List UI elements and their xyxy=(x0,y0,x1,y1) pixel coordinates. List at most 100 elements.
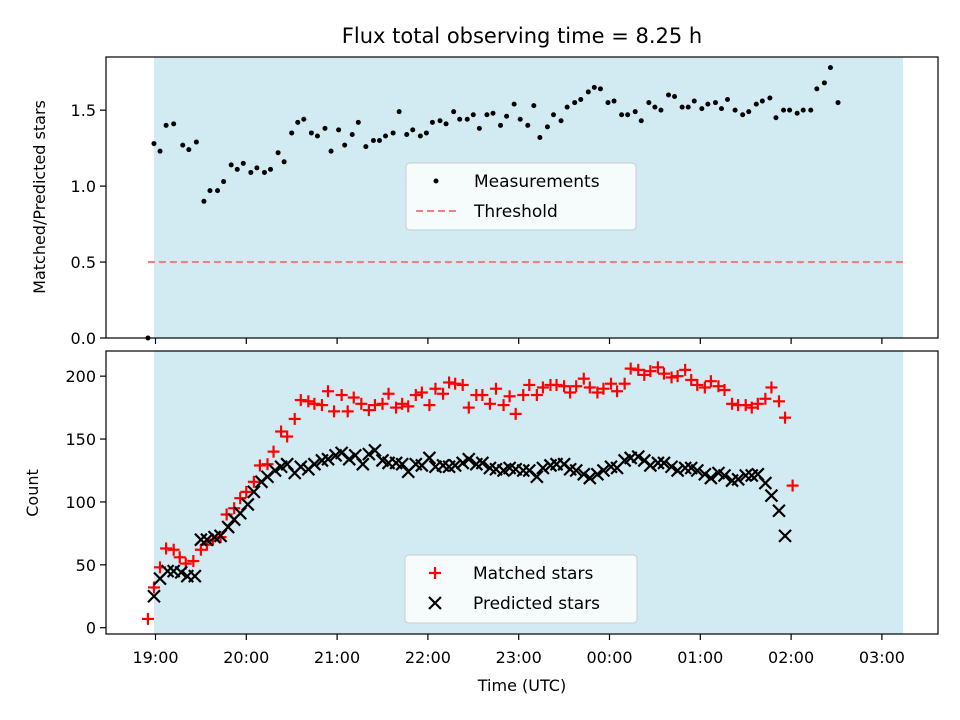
predicted-stars-point xyxy=(241,497,255,512)
predicted-stars-point xyxy=(516,463,531,478)
matched-stars-point xyxy=(685,373,698,386)
matched-stars-point xyxy=(322,385,335,398)
predicted-stars-point xyxy=(643,458,658,473)
predicted-stars-point xyxy=(738,468,753,483)
predicted-stars-point xyxy=(368,443,382,458)
x-tick-label: 00:00 xyxy=(586,648,632,667)
matched-stars-point xyxy=(281,430,294,443)
matched-stars-point xyxy=(739,399,752,412)
matched-stars-point xyxy=(362,404,375,417)
matched-stars-point xyxy=(390,401,403,414)
measurement-point xyxy=(342,142,348,148)
matched-stars-point xyxy=(402,400,415,413)
measurement-point xyxy=(180,142,186,148)
matched-stars-point xyxy=(462,401,475,414)
measurement-point xyxy=(611,98,617,104)
top-points-layer xyxy=(145,65,841,341)
predicted-stars-point xyxy=(200,532,214,547)
matched-stars-point xyxy=(624,362,637,375)
matched-stars-point xyxy=(315,399,328,412)
matched-stars-point xyxy=(341,405,354,418)
matched-stars-point xyxy=(638,368,651,381)
legend-matched-marker xyxy=(429,567,441,579)
measurement-point xyxy=(794,110,800,116)
x-tick-label: 19:00 xyxy=(132,648,178,667)
matched-stars-point xyxy=(523,378,536,391)
legend-measurements-marker xyxy=(433,178,439,184)
matched-stars-point xyxy=(564,386,577,399)
matched-stars-point xyxy=(368,399,381,412)
measurement-point xyxy=(705,101,711,107)
top-ylabel: Matched/Predicted stars xyxy=(30,100,49,294)
measurement-point xyxy=(551,112,557,118)
matched-stars-point xyxy=(347,391,360,404)
predicted-stars-point xyxy=(147,589,161,604)
matched-stars-point xyxy=(632,363,645,376)
measurement-point xyxy=(525,122,531,128)
matched-stars-point xyxy=(160,542,173,555)
measurement-point xyxy=(248,169,254,175)
measurement-point xyxy=(597,86,603,92)
measurement-point xyxy=(725,97,731,103)
matched-stars-point xyxy=(558,380,571,393)
measurement-point xyxy=(625,112,631,118)
predicted-stars-point xyxy=(268,463,282,478)
matched-stars-point xyxy=(611,385,624,398)
measurement-point xyxy=(746,109,752,115)
matched-stars-point xyxy=(382,387,395,400)
matched-stars-point xyxy=(591,386,604,399)
matched-stars-point xyxy=(503,390,516,403)
x-tick-label: 22:00 xyxy=(405,648,451,667)
measurement-point xyxy=(390,130,396,136)
legend-threshold-label: Threshold xyxy=(473,202,558,222)
predicted-stars-point xyxy=(321,452,335,466)
matched-stars-point xyxy=(423,399,436,412)
measurement-point xyxy=(261,169,267,175)
matched-stars-point xyxy=(261,458,274,471)
measurement-point xyxy=(821,80,827,86)
predicted-stars-point xyxy=(657,456,671,470)
predicted-stars-point xyxy=(194,532,208,547)
measurement-point xyxy=(504,113,510,119)
matched-stars-point xyxy=(483,397,496,410)
measurement-point xyxy=(451,109,457,115)
matched-stars-point xyxy=(509,407,522,420)
matched-stars-point xyxy=(355,397,368,410)
measurement-point xyxy=(658,107,664,113)
matched-stars-point xyxy=(476,389,489,402)
matched-stars-point xyxy=(294,394,307,407)
measurement-point xyxy=(404,131,410,137)
measurement-point xyxy=(308,130,314,136)
predicted-stars-point xyxy=(530,469,544,484)
measurement-point xyxy=(301,116,307,122)
predicted-stars-point xyxy=(583,471,597,485)
measurement-point xyxy=(207,188,213,194)
measurement-point xyxy=(476,125,482,131)
measurement-point xyxy=(443,121,449,127)
matched-stars-point xyxy=(253,459,266,472)
matched-stars-point xyxy=(698,381,711,394)
measurement-point xyxy=(605,100,611,106)
measurement-point xyxy=(376,138,382,144)
measurement-point xyxy=(632,109,638,115)
matched-stars-point xyxy=(726,397,739,410)
measurement-point xyxy=(572,100,578,106)
predicted-stars-point xyxy=(690,463,705,478)
predicted-stars-point xyxy=(536,461,550,475)
measurement-point xyxy=(767,95,773,101)
matched-stars-point xyxy=(456,378,469,391)
measurement-point xyxy=(254,165,260,171)
matched-stars-point xyxy=(718,383,731,396)
matched-stars-point xyxy=(679,363,692,376)
matched-stars-point xyxy=(583,381,596,394)
y-tick-label: 0 xyxy=(86,619,96,638)
measurement-point xyxy=(712,100,718,106)
predicted-stars-point xyxy=(764,488,779,503)
matched-stars-point xyxy=(247,475,260,488)
matched-stars-point xyxy=(772,395,785,408)
predicted-stars-point xyxy=(294,459,308,474)
predicted-stars-point xyxy=(651,456,665,470)
measurement-point xyxy=(457,116,463,122)
measurement-point xyxy=(186,147,192,153)
